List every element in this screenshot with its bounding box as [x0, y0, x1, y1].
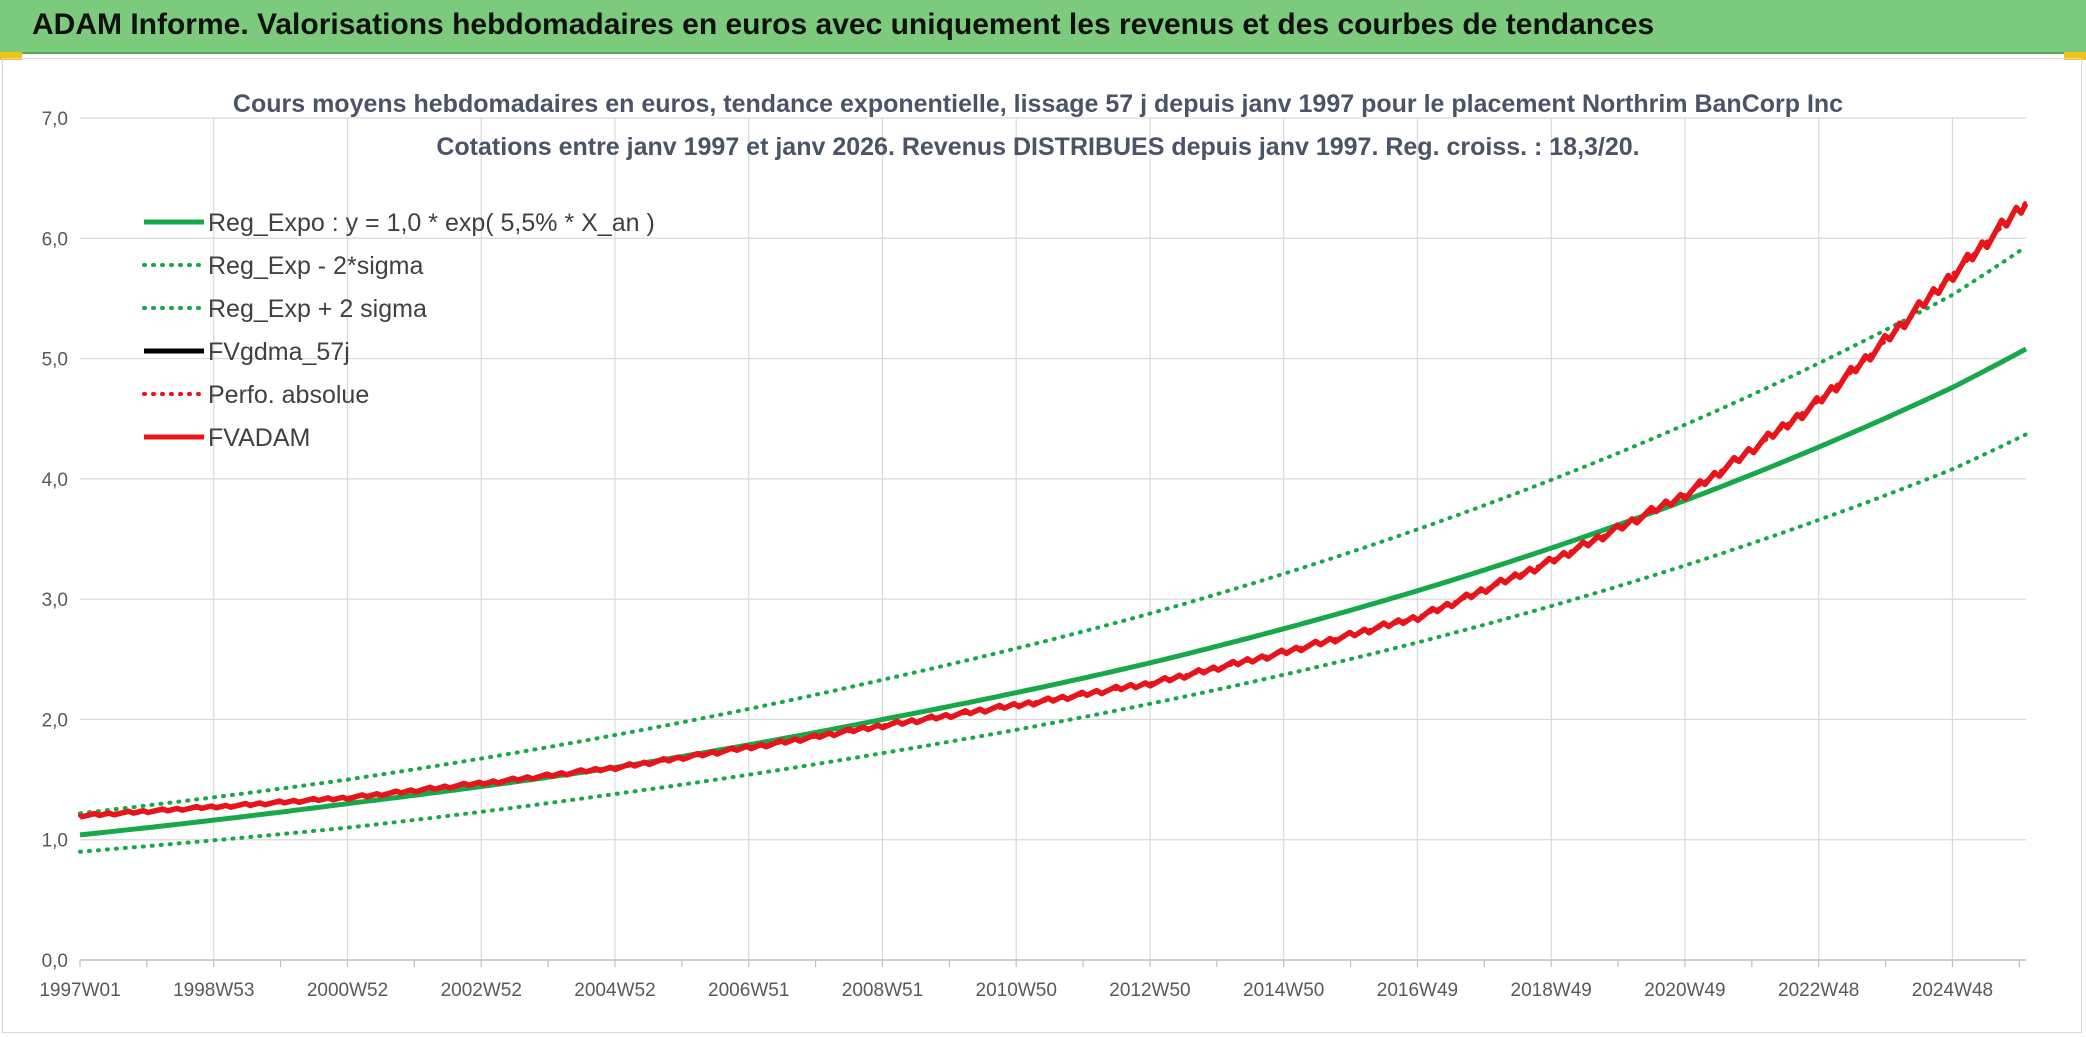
x-tick-label: 2010W50 [976, 980, 1057, 1001]
x-tick-label: 2012W50 [1109, 980, 1190, 1001]
x-tick-label: 1997W01 [39, 980, 120, 1001]
chart-title-line2: Cotations entre janv 1997 et janv 2026. … [436, 133, 1639, 161]
y-tick-label: 6,0 [42, 229, 68, 250]
x-tick-label: 2018W49 [1511, 980, 1592, 1001]
y-axis-ticks: 0,0 1,0 2,0 3,0 4,0 5,0 6,0 7,0 [42, 109, 68, 972]
chart-frame [2, 58, 2082, 1033]
x-axis-ticks: 1997W01 1998W53 2000W52 2002W52 2004W52 2006W… [39, 960, 2020, 1001]
series-line-1 [78, 432, 2028, 854]
series-line-5 [79, 202, 2029, 820]
y-tick-label: 5,0 [42, 350, 68, 371]
legend-label-5: FVADAM [208, 424, 310, 452]
y-tick-label: 4,0 [42, 470, 68, 491]
x-tick-label: 2008W51 [842, 980, 923, 1001]
series-line-2 [78, 244, 2028, 816]
x-tick-label: 2016W49 [1377, 980, 1458, 1001]
legend-label-3: FVgdma_57j [208, 338, 350, 366]
x-tick-label: 2022W48 [1778, 980, 1859, 1001]
gridlines [80, 117, 2026, 960]
corner-mark-left [0, 52, 22, 60]
page-title: ADAM Informe. Valorisations hebdomadaire… [32, 8, 1655, 41]
x-tick-label: 2006W51 [708, 980, 789, 1001]
legend-label-0: Reg_Expo : y = 1,0 * exp( 5,5% * X_an ) [208, 209, 655, 237]
y-tick-label: 2,0 [42, 710, 68, 731]
y-tick-label: 0,0 [42, 951, 68, 972]
x-tick-label: 2024W48 [1912, 980, 1993, 1001]
y-tick-label: 7,0 [42, 109, 68, 130]
legend-label-4: Perfo. absolue [208, 381, 369, 409]
corner-mark-right [2064, 52, 2086, 60]
y-tick-label: 1,0 [42, 831, 68, 852]
x-tick-label: 2000W52 [307, 980, 388, 1001]
header-bar: ADAM Informe. Valorisations hebdomadaire… [0, 0, 2086, 54]
x-tick-label: 2004W52 [574, 980, 655, 1001]
x-tick-label: 1998W53 [173, 980, 254, 1001]
series-lines [78, 200, 2029, 854]
x-tick-label: 2020W49 [1644, 980, 1725, 1001]
legend: Reg_Expo : y = 1,0 * exp( 5,5% * X_an ) R… [142, 209, 655, 452]
series-line-0 [79, 346, 2028, 838]
x-tick-label: 2014W50 [1243, 980, 1324, 1001]
legend-label-1: Reg_Exp - 2*sigma [208, 252, 423, 280]
chart-title-line1: Cours moyens hebdomadaires en euros, ten… [233, 90, 1843, 118]
legend-label-2: Reg_Exp + 2 sigma [208, 295, 427, 323]
y-tick-label: 3,0 [42, 590, 68, 611]
x-tick-label: 2002W52 [441, 980, 522, 1001]
